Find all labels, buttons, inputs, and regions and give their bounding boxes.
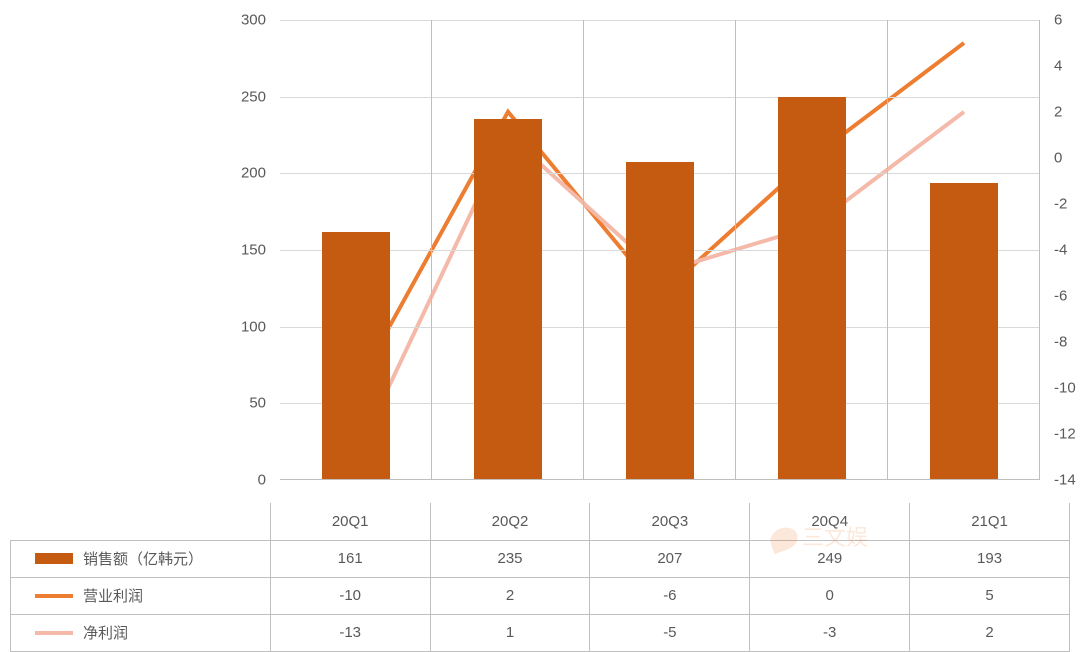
category-header-cell: 20Q4 bbox=[750, 503, 910, 540]
right-axis-tick: -2 bbox=[1040, 196, 1067, 213]
legend-line-icon bbox=[35, 594, 73, 598]
bar bbox=[930, 183, 998, 479]
right-axis-tick: 0 bbox=[1040, 150, 1062, 167]
left-axis-tick: 0 bbox=[258, 472, 280, 489]
table-cell: 2 bbox=[430, 577, 590, 614]
table-row: 销售额（亿韩元） 161235207249193 bbox=[11, 540, 1070, 577]
table-cell: 5 bbox=[910, 577, 1070, 614]
bar bbox=[778, 97, 846, 479]
table-cell: -5 bbox=[590, 614, 750, 651]
bar bbox=[626, 162, 694, 479]
table-corner-cell bbox=[11, 503, 271, 540]
table-row: 营业利润 -102-605 bbox=[11, 577, 1070, 614]
left-axis-tick: 250 bbox=[241, 88, 280, 105]
category-header-cell: 21Q1 bbox=[910, 503, 1070, 540]
left-axis-tick: 300 bbox=[241, 12, 280, 29]
table-header-row: 20Q120Q220Q320Q421Q1 bbox=[11, 503, 1070, 540]
table-cell: 1 bbox=[430, 614, 590, 651]
legend-cell: 销售额（亿韩元） bbox=[11, 540, 271, 577]
right-axis-tick: -10 bbox=[1040, 380, 1076, 397]
right-axis-tick: -8 bbox=[1040, 334, 1067, 351]
chart-container: 050100150200250300-14-12-10-8-6-4-20246 … bbox=[0, 0, 1080, 634]
category-header-cell: 20Q3 bbox=[590, 503, 750, 540]
table-cell: -13 bbox=[270, 614, 430, 651]
right-axis-tick: 6 bbox=[1040, 12, 1062, 29]
right-axis-tick: -6 bbox=[1040, 288, 1067, 305]
right-axis-tick: -14 bbox=[1040, 472, 1076, 489]
legend-bar-icon bbox=[35, 553, 73, 564]
chart-wrap: 050100150200250300-14-12-10-8-6-4-20246 bbox=[10, 10, 1070, 510]
legend-label: 营业利润 bbox=[83, 588, 143, 605]
right-axis-tick: 4 bbox=[1040, 58, 1062, 75]
table-cell: 249 bbox=[750, 540, 910, 577]
table-cell: -10 bbox=[270, 577, 430, 614]
table-cell: -6 bbox=[590, 577, 750, 614]
right-axis-tick: -4 bbox=[1040, 242, 1067, 259]
left-axis-tick: 50 bbox=[249, 395, 280, 412]
left-axis-tick: 150 bbox=[241, 242, 280, 259]
category-header-cell: 20Q1 bbox=[270, 503, 430, 540]
legend-cell: 净利润 bbox=[11, 614, 271, 651]
right-axis-tick: 2 bbox=[1040, 104, 1062, 121]
bar bbox=[322, 232, 390, 479]
bar bbox=[474, 119, 542, 479]
table-cell: 161 bbox=[270, 540, 430, 577]
table-row: 净利润-131-5-32 bbox=[11, 614, 1070, 651]
legend-cell: 营业利润 bbox=[11, 577, 271, 614]
table-cell: 193 bbox=[910, 540, 1070, 577]
left-axis-tick: 200 bbox=[241, 165, 280, 182]
category-header-cell: 20Q2 bbox=[430, 503, 590, 540]
table-cell: 0 bbox=[750, 577, 910, 614]
right-axis-tick: -12 bbox=[1040, 426, 1076, 443]
table-cell: 2 bbox=[910, 614, 1070, 651]
table-cell: 207 bbox=[590, 540, 750, 577]
left-axis-tick: 100 bbox=[241, 318, 280, 335]
table-cell: -3 bbox=[750, 614, 910, 651]
plot-area: 050100150200250300-14-12-10-8-6-4-20246 bbox=[280, 20, 1040, 480]
data-table: 20Q120Q220Q320Q421Q1 销售额（亿韩元） 161235207249… bbox=[10, 503, 1070, 652]
legend-label: 销售额（亿韩元） bbox=[83, 551, 203, 568]
table-cell: 235 bbox=[430, 540, 590, 577]
